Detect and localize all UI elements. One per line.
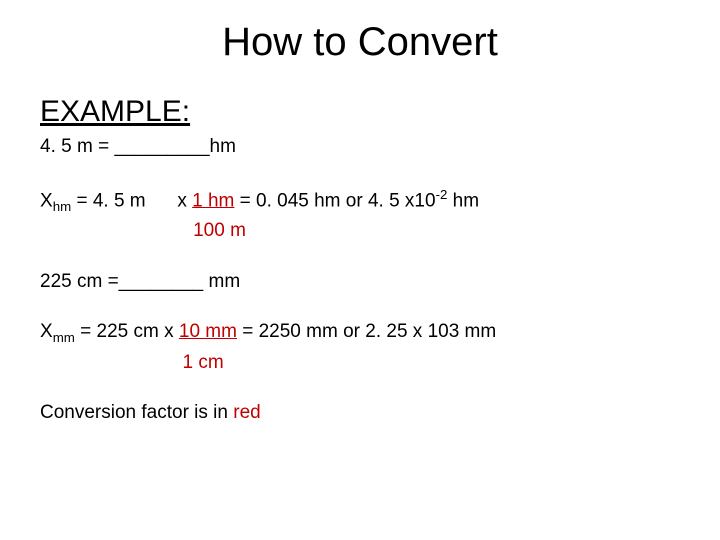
result-2: = 2250 mm or 2. 25 x 103 mm [237,321,496,342]
page-title: How to Convert [40,20,680,65]
solution-2-bottom: 1 cm [40,351,680,376]
mult-sign: x [177,190,192,211]
fraction-top-1: 1 hm [192,190,234,211]
solution-1-top: Xhm = 4. 5 m x 1 hm = 0. 045 hm or 4. 5 … [40,186,680,215]
var-x: X [40,190,53,211]
var-x-2: X [40,321,53,342]
problem-1: 4. 5 m = _________hm [40,135,680,160]
lhs-eq: = 4. 5 m [71,190,145,211]
result-1: = 0. 045 hm or 4. 5 x10 [234,190,435,211]
result-1-exp: -2 [436,187,448,202]
slide: How to Convert EXAMPLE: 4. 5 m = _______… [0,0,720,540]
fraction-bottom-2: 1 cm [183,352,224,373]
var-sub-2: mm [53,330,75,345]
note-pre: Conversion factor is in [40,402,233,423]
result-1-tail: hm [447,190,479,211]
solution-1-bottom: 100 m [40,219,680,244]
example-heading: EXAMPLE: [40,95,680,129]
frac-bottom-pad-1 [40,220,193,241]
fraction-top-2: 10 mm [179,321,237,342]
frac-bottom-pad-2 [40,352,183,373]
problem-2: 225 cm =________ mm [40,270,680,295]
var-sub: hm [53,199,71,214]
lhs-eq-2: = 225 cm x [75,321,179,342]
solution-2-top: Xmm = 225 cm x 10 mm = 2250 mm or 2. 25 … [40,320,680,346]
note: Conversion factor is in red [40,401,680,426]
note-highlight: red [233,402,260,423]
fraction-bottom-1: 100 m [193,220,246,241]
